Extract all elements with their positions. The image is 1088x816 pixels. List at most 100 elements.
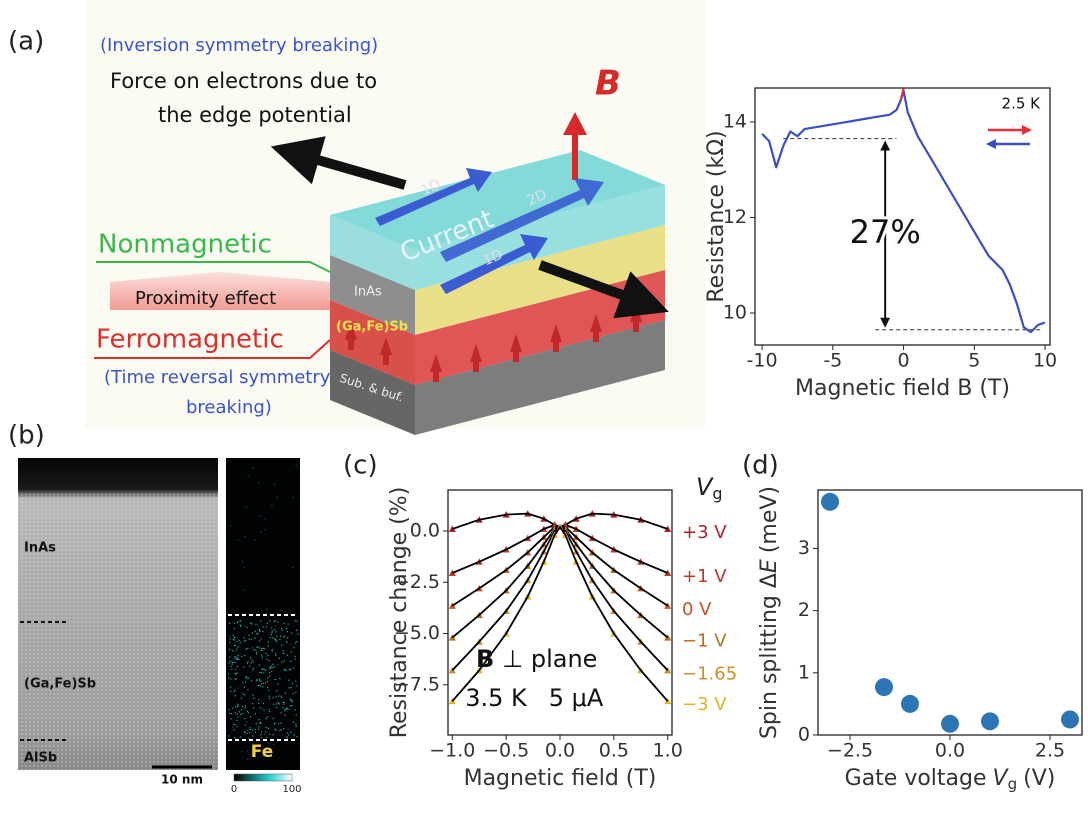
- fe-dot: [271, 632, 272, 633]
- fe-dot: [251, 662, 252, 663]
- fe-dot: [238, 646, 239, 647]
- fe-dot: [228, 677, 229, 678]
- fe-dot: [297, 621, 298, 622]
- fe-dot: [264, 648, 265, 649]
- fe-dot: [229, 649, 230, 650]
- fe-dot: [260, 620, 261, 621]
- fe-dot: [261, 659, 262, 660]
- fe-dot: [242, 706, 243, 707]
- fe-dot: [256, 723, 257, 724]
- legend-label: −1 V: [682, 631, 727, 652]
- x-axis-label: Magnetic field (T): [464, 766, 657, 791]
- fe-dot: [274, 629, 275, 630]
- fe-dot: [294, 620, 295, 621]
- fe-dot: [253, 661, 254, 662]
- fe-dot: [230, 526, 231, 527]
- fe-dot: [261, 680, 262, 681]
- fe-dot: [287, 637, 288, 638]
- fe-dot: [259, 629, 260, 630]
- fe-dot: [259, 515, 260, 516]
- fe-dot: [261, 654, 262, 655]
- colorbar-tick-label: 100: [282, 784, 301, 795]
- data-point: [981, 712, 999, 730]
- fe-dot: [266, 653, 267, 654]
- axis-label-part: g: [1008, 775, 1018, 793]
- fe-dot: [244, 536, 245, 537]
- fe-dot: [260, 722, 261, 723]
- axis-label-part: V: [696, 473, 714, 501]
- data-point: [821, 493, 839, 511]
- colorbar: [234, 774, 292, 781]
- x-tick-label: -5: [823, 350, 842, 372]
- fe-dot: [257, 685, 258, 686]
- fe-dot: [292, 693, 293, 694]
- fe-dot: [256, 652, 257, 653]
- fe-dot: [240, 624, 241, 625]
- fe-dot: [247, 733, 248, 734]
- x-tick-label: 0.0: [545, 740, 575, 762]
- fe-dot: [246, 676, 247, 677]
- legend-label: +1 V: [682, 566, 727, 587]
- fe-dot: [240, 642, 241, 643]
- fe-dot: [230, 718, 231, 719]
- fe-dot: [250, 657, 251, 658]
- fe-dot: [254, 638, 255, 639]
- fe-dot: [274, 728, 275, 729]
- fe-dot: [267, 716, 268, 717]
- fe-dot: [279, 730, 280, 731]
- fe-dot: [265, 670, 266, 671]
- fe-dot: [287, 654, 288, 655]
- fe-dot: [295, 709, 296, 710]
- fe-dot: [283, 623, 284, 624]
- tem-layer-label: InAs: [24, 541, 56, 556]
- fe-dot: [260, 531, 261, 532]
- x-axis-label: Magnetic field B (T): [795, 376, 1010, 401]
- fe-dot: [281, 645, 282, 646]
- fe-dot: [240, 714, 241, 715]
- fe-dot: [230, 687, 231, 688]
- fe-dot: [232, 664, 233, 665]
- fe-dot: [284, 636, 285, 637]
- fe-dot: [253, 650, 254, 651]
- fe-dot: [245, 682, 246, 683]
- fe-dot: [266, 737, 267, 738]
- fe-dot: [272, 637, 273, 638]
- fe-dot: [248, 476, 249, 477]
- y-tick-label: 1: [798, 661, 810, 683]
- fe-dot: [247, 730, 248, 731]
- fe-dot: [236, 720, 237, 721]
- fe-dot: [265, 682, 266, 683]
- fe-dot: [276, 497, 277, 498]
- fe-dot: [261, 683, 262, 684]
- fe-dot: [238, 659, 239, 660]
- fe-dot: [245, 625, 246, 626]
- fe-dot: [270, 637, 271, 638]
- fe-dot: [268, 709, 269, 710]
- fe-dot: [293, 722, 294, 723]
- panel-label: (b): [8, 421, 45, 451]
- fe-dot: [264, 518, 265, 519]
- fe-dot: [283, 702, 284, 703]
- fe-dot: [275, 730, 276, 731]
- fe-dot: [293, 668, 294, 669]
- fe-dot: [242, 562, 243, 563]
- fe-dot: [276, 679, 277, 680]
- data-point: [901, 695, 919, 713]
- fe-dot: [281, 628, 282, 629]
- fe-dot: [242, 693, 243, 694]
- fe-dot: [266, 608, 267, 609]
- fe-dot: [260, 681, 261, 682]
- x-tick-label: 0: [898, 350, 910, 372]
- fe-dot: [244, 687, 245, 688]
- fe-dot: [247, 627, 248, 628]
- fe-dot: [267, 677, 268, 678]
- fe-dot: [286, 642, 287, 643]
- fe-dot: [250, 729, 251, 730]
- annotation-part: 3.5 K: [465, 684, 528, 712]
- fe-dot: [284, 702, 285, 703]
- fe-dot: [244, 590, 245, 591]
- fe-dot: [278, 695, 279, 696]
- fe-dot: [258, 726, 259, 727]
- legend-label: −1.65: [682, 663, 737, 684]
- fe-dot: [260, 638, 261, 639]
